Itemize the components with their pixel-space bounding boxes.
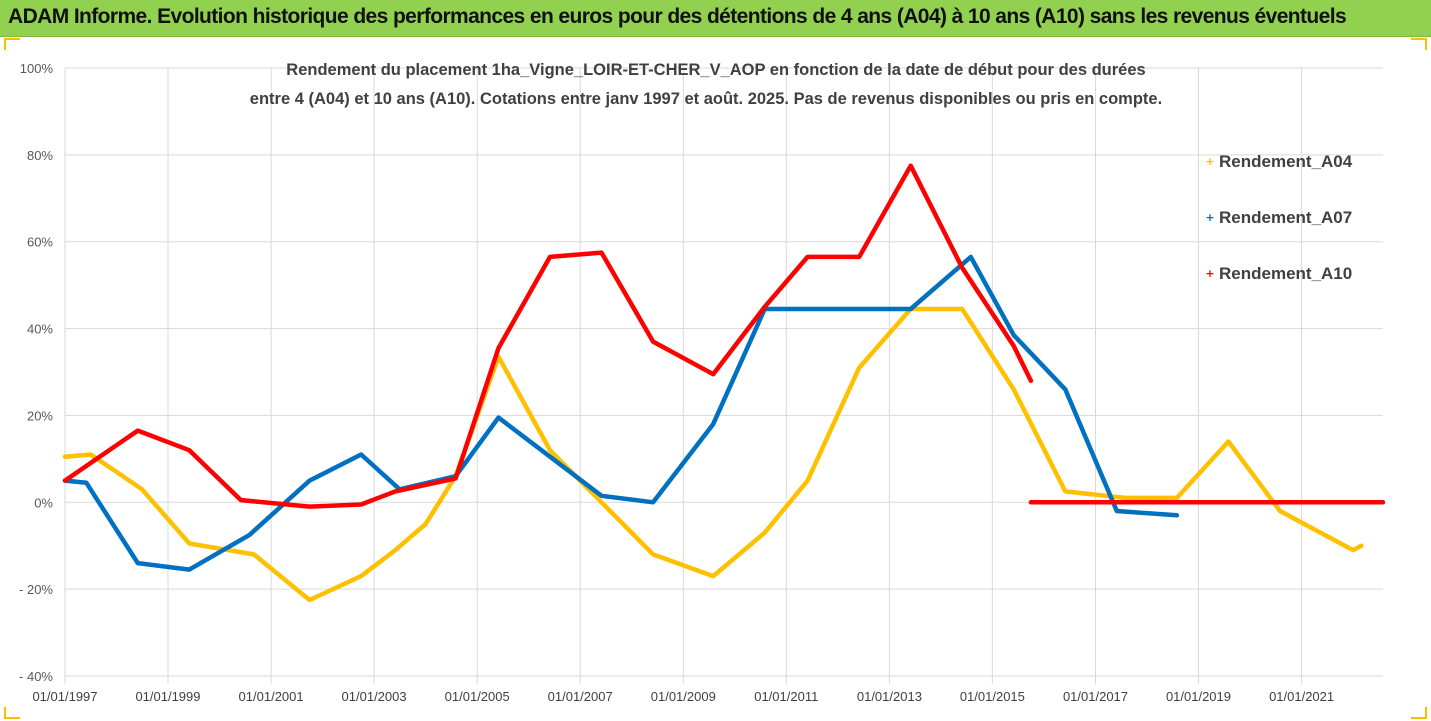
y-tick-label: - 40% bbox=[19, 669, 53, 684]
y-tick-label: 100% bbox=[20, 61, 54, 76]
legend-entry: Rendement_A04 bbox=[1219, 152, 1353, 171]
x-tick-label: 01/01/2017 bbox=[1063, 689, 1128, 704]
x-tick-label: 01/01/2009 bbox=[651, 689, 716, 704]
x-tick-label: 01/01/2005 bbox=[445, 689, 510, 704]
performance-line-chart: 100% 80% 60% 40% 20% 0% - 20% - 40% 01/01/1997 01… bbox=[19, 61, 1386, 704]
corner-mark-bottom-right bbox=[1411, 707, 1427, 719]
legend-entry: Rendement_A10 bbox=[1219, 264, 1352, 283]
y-tick-label: 20% bbox=[27, 408, 53, 423]
chart-subtitle: entre 4 (A04) et 10 ans (A10). Cotations… bbox=[250, 90, 1162, 108]
series-line-rendement_a10 bbox=[62, 163, 1034, 509]
x-tick-label: 01/01/2001 bbox=[239, 689, 304, 704]
y-tick-label: 60% bbox=[27, 235, 53, 250]
x-tick-label: 01/01/2007 bbox=[548, 689, 613, 704]
x-tick-label: 01/01/2019 bbox=[1166, 689, 1231, 704]
legend-marker: + bbox=[1205, 155, 1214, 168]
y-tick-label: 0% bbox=[34, 495, 53, 510]
legend-marker: + bbox=[1205, 267, 1214, 280]
axis-layer: 100% 80% 60% 40% 20% 0% - 20% - 40% 01/01/1997 01… bbox=[19, 61, 1334, 704]
header-banner: ADAM Informe. Evolution historique des p… bbox=[0, 0, 1431, 37]
chart-title: Rendement du placement 1ha_Vigne_LOIR-ET… bbox=[286, 61, 1145, 79]
series-layer bbox=[62, 163, 1386, 603]
y-tick-label: - 20% bbox=[19, 582, 53, 597]
x-tick-label: 01/01/1997 bbox=[32, 689, 97, 704]
corner-mark-top-right bbox=[1411, 38, 1427, 50]
y-tick-label: 80% bbox=[27, 148, 53, 163]
title-layer: Rendement du placement 1ha_Vigne_LOIR-ET… bbox=[250, 61, 1162, 108]
x-tick-label: 01/01/2021 bbox=[1269, 689, 1334, 704]
y-tick-label: 40% bbox=[27, 322, 53, 337]
legend-entry: Rendement_A07 bbox=[1219, 208, 1352, 227]
x-tick-label: 01/01/2011 bbox=[754, 689, 818, 704]
legend-marker: + bbox=[1205, 211, 1214, 224]
x-tick-label: 01/01/2003 bbox=[342, 689, 407, 704]
x-tick-label: 01/01/1999 bbox=[135, 689, 200, 704]
banner-title: ADAM Informe. Evolution historique des p… bbox=[8, 5, 1347, 28]
legend: + Rendement_A04 + Rendement_A07 + Rendement_A… bbox=[1205, 152, 1352, 283]
grid-layer bbox=[64, 67, 1383, 684]
series-line-rendement_a04 bbox=[62, 306, 1364, 603]
corner-mark-bottom-left bbox=[4, 707, 20, 719]
corner-mark-top-left bbox=[4, 38, 20, 50]
series-line-rendement_a07 bbox=[62, 254, 1180, 572]
x-tick-label: 01/01/2013 bbox=[857, 689, 922, 704]
x-tick-label: 01/01/2015 bbox=[960, 689, 1025, 704]
